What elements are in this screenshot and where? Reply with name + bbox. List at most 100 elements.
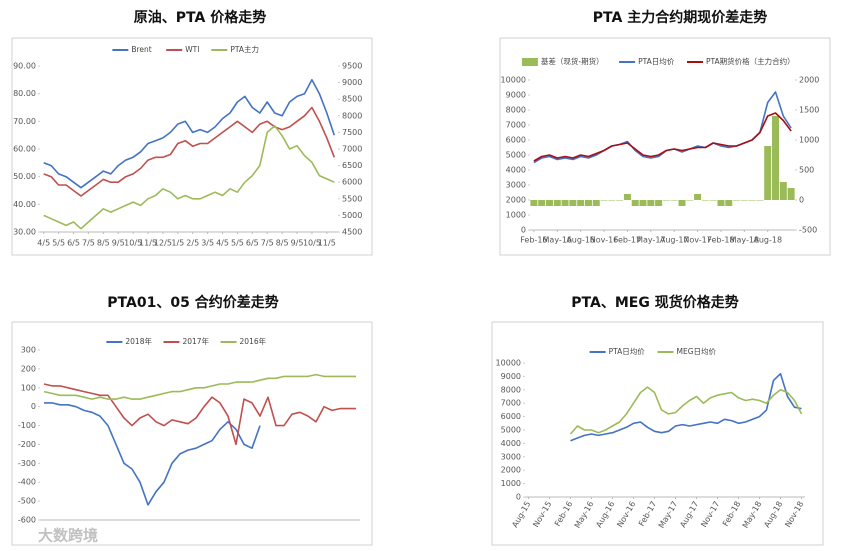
legend-label: WTI	[185, 45, 199, 54]
line-series	[570, 372, 802, 442]
x-tick-label: Aug-16	[566, 236, 595, 245]
y-tick-label: -600	[18, 516, 36, 525]
bar	[553, 200, 561, 206]
x-tick-label: Feb-16	[520, 236, 547, 245]
bar	[717, 200, 725, 206]
legend-label: Brent	[131, 45, 151, 54]
y2-tick-label: 4500	[342, 228, 362, 237]
y-tick-label: 9000	[506, 91, 526, 100]
x-tick-label: 5/5	[231, 239, 244, 248]
y-tick-label: 10000	[501, 76, 526, 85]
legend-label: 2018年	[125, 336, 152, 346]
bar	[772, 116, 780, 200]
y2-tick-label: -500	[799, 226, 817, 235]
y-tick-label: 8000	[501, 385, 521, 394]
y-tick-label: 70.00	[13, 117, 36, 126]
y2-tick-label: 1000	[799, 136, 819, 145]
y-tick-label: 6000	[506, 136, 526, 145]
y-tick-label: 0	[31, 402, 36, 411]
y2-tick-label: 8500	[342, 95, 362, 104]
bar	[733, 200, 741, 201]
bar	[670, 200, 678, 201]
bar	[584, 200, 592, 206]
line-series	[569, 386, 803, 435]
x-tick-label: 6/5	[246, 239, 259, 248]
watermark: 大数跨境	[38, 527, 98, 545]
y2-tick-label: 8000	[342, 111, 362, 120]
legend-label: 基差（现货-期货）	[541, 56, 604, 66]
bar	[787, 188, 795, 200]
bar	[701, 200, 709, 201]
line-series	[43, 106, 336, 197]
line-series	[43, 79, 336, 189]
bar	[764, 146, 772, 200]
bar	[561, 200, 569, 206]
y-tick-label: 300	[21, 346, 36, 355]
bar	[694, 194, 702, 200]
y2-tick-label: 2000	[799, 76, 819, 85]
y-tick-label: -300	[18, 459, 36, 468]
chart-frame	[11, 321, 373, 546]
chart-title: 原油、PTA 价格走势	[134, 9, 266, 26]
chart-title: PTA、MEG 现货价格走势	[571, 294, 738, 311]
bar	[756, 200, 764, 201]
y-tick-label: 50.00	[13, 172, 36, 181]
bar	[577, 200, 585, 206]
bar	[530, 200, 538, 206]
y2-tick-label: 7000	[342, 145, 362, 154]
chart-frame	[491, 321, 824, 546]
x-tick-label: May-17	[636, 236, 665, 245]
x-tick-label: 9/5	[112, 239, 125, 248]
legend-label: 2016年	[240, 336, 267, 346]
y-tick-label: 5000	[506, 151, 526, 160]
x-tick-label: 5/5	[52, 239, 65, 248]
line-series	[44, 402, 261, 506]
y-tick-label: -500	[18, 497, 36, 506]
bar	[616, 200, 624, 201]
x-tick-label: 8/5	[276, 239, 289, 248]
x-tick-label: 7/5	[82, 239, 95, 248]
y-tick-label: 8000	[506, 106, 526, 115]
x-tick-label: 1/5	[171, 239, 184, 248]
bar	[647, 200, 655, 206]
legend-label: MEG日均价	[677, 346, 717, 356]
y2-tick-label: 5500	[342, 194, 362, 203]
x-tick-label: 3/5	[201, 239, 214, 248]
bar	[538, 200, 546, 206]
x-tick-label: 10/5	[303, 239, 321, 248]
bar	[655, 200, 663, 206]
x-tick-label: Aug-17	[660, 236, 689, 245]
y-tick-label: 9000	[501, 372, 521, 381]
y-tick-label: 30.00	[13, 228, 36, 237]
y-tick-label: 10000	[496, 359, 521, 368]
x-tick-label: 11/5	[318, 239, 336, 248]
bar	[545, 200, 553, 206]
x-tick-label: 6/5	[67, 239, 80, 248]
x-tick-label: Nov-17	[683, 236, 711, 245]
bar	[779, 182, 787, 200]
x-tick-label: 12/5	[154, 239, 172, 248]
bar	[600, 200, 608, 201]
bar	[639, 200, 647, 206]
line-series	[43, 125, 335, 230]
line-series	[533, 112, 792, 162]
x-tick-label: Aug-18	[753, 236, 782, 245]
bar	[725, 200, 733, 206]
y2-tick-label: 9500	[342, 62, 362, 71]
y2-tick-label: 6000	[342, 178, 362, 187]
x-tick-label: 7/5	[261, 239, 274, 248]
x-tick-label: 4/5	[216, 239, 229, 248]
chart-title: PTA 主力合约期现价差走势	[593, 9, 767, 26]
y-tick-label: 100	[21, 383, 36, 392]
y-tick-label: 90.00	[13, 62, 36, 71]
y2-tick-label: 0	[799, 196, 804, 205]
x-tick-label: Feb-17	[614, 236, 641, 245]
bar	[678, 200, 686, 206]
y-tick-label: 60.00	[13, 145, 36, 154]
bar	[740, 200, 748, 201]
y2-tick-label: 5000	[342, 211, 362, 220]
y-tick-label: 1000	[506, 211, 526, 220]
bar	[592, 200, 600, 206]
y-tick-label: 7000	[506, 121, 526, 130]
y-tick-label: -400	[18, 478, 36, 487]
